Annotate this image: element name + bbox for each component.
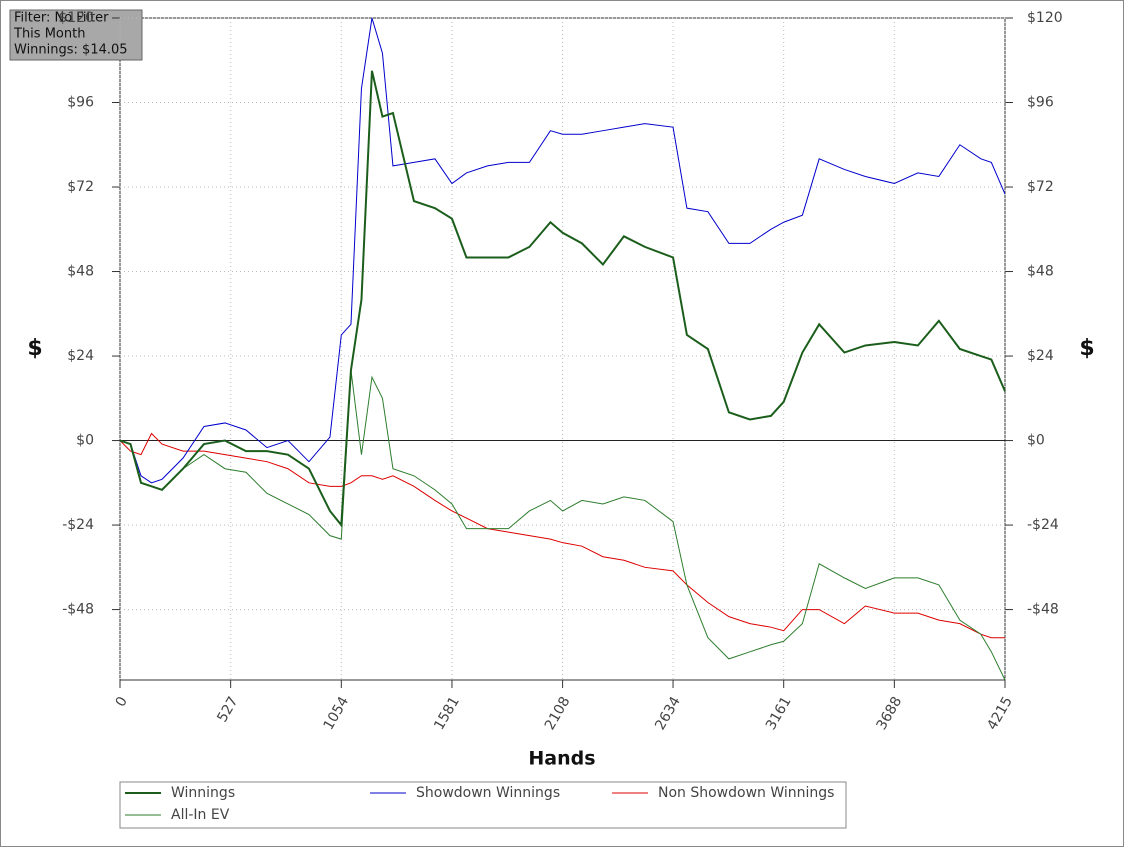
y2-tick-label: $48: [1027, 264, 1054, 280]
series-line: [119, 370, 1006, 681]
y2-tick-label: -$48: [1027, 602, 1059, 618]
x-axis-title: Hands: [528, 748, 595, 770]
info-winnings: Winnings: $14.05: [14, 43, 128, 58]
series-line: [119, 17, 1006, 484]
legend-label: Winnings: [171, 785, 235, 801]
info-filter: Filter: No Filter: [14, 11, 109, 26]
y-tick-label: -$48: [62, 602, 94, 618]
y2-tick-label: $96: [1027, 95, 1054, 111]
y-tick-label: $0: [76, 433, 94, 449]
info-period: This Month: [13, 27, 85, 42]
y2-tick-label: $72: [1027, 179, 1054, 195]
y-tick-label: $72: [67, 179, 94, 195]
y2-tick-label: $0: [1027, 433, 1045, 449]
y2-tick-label: $120: [1027, 10, 1063, 26]
y-tick-label: -$24: [62, 517, 94, 533]
y-axis-title: $: [27, 336, 42, 361]
y-tick-label: $48: [67, 264, 94, 280]
y-tick-label: $96: [67, 95, 94, 111]
y-tick-label: $24: [67, 348, 94, 364]
series-line: [119, 432, 1005, 639]
y2-tick-label: -$24: [1027, 517, 1059, 533]
legend-label: Showdown Winnings: [416, 785, 560, 801]
y2-axis-title: $: [1079, 336, 1094, 361]
legend-label: All-In EV: [171, 807, 230, 823]
series-line: [119, 70, 1006, 528]
y2-tick-label: $24: [1027, 348, 1054, 364]
y-tick-label: $120: [58, 10, 94, 26]
legend: [119, 781, 847, 829]
legend-label: Non Showdown Winnings: [658, 785, 834, 801]
